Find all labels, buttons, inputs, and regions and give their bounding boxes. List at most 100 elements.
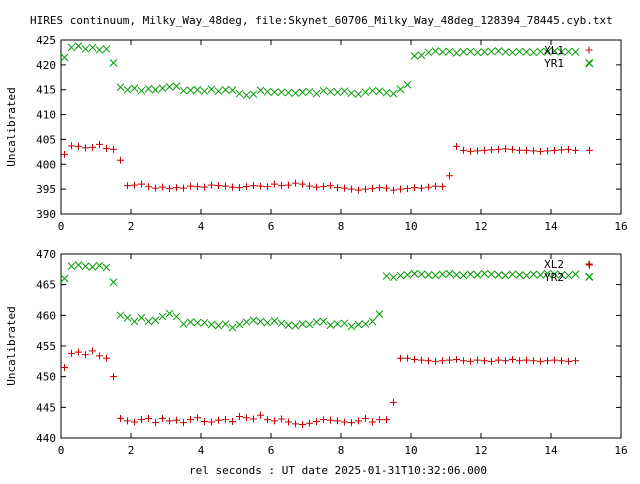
data-point — [572, 357, 579, 365]
data-point — [564, 47, 573, 56]
data-point — [375, 310, 384, 318]
data-point — [278, 182, 285, 190]
data-point — [201, 417, 208, 425]
data-point — [137, 313, 146, 322]
data-point — [166, 417, 173, 425]
data-point — [242, 318, 251, 326]
data-point — [494, 270, 503, 279]
data-point — [341, 184, 348, 192]
data-point — [305, 320, 314, 329]
data-point — [95, 261, 104, 270]
data-point — [194, 183, 201, 191]
data-point — [459, 48, 468, 56]
data-point — [292, 420, 299, 428]
data-point — [432, 357, 439, 365]
y-tick-label: 460 — [36, 309, 56, 322]
data-point — [257, 182, 264, 190]
data-point — [172, 312, 181, 321]
data-point — [508, 270, 517, 279]
y-tick-label: 465 — [36, 279, 56, 292]
data-point — [530, 147, 537, 155]
data-point — [235, 320, 244, 329]
data-point — [263, 318, 272, 327]
data-point — [543, 269, 552, 278]
data-point — [201, 183, 208, 191]
series-xl2 — [61, 261, 593, 429]
data-point — [130, 84, 139, 93]
data-point — [123, 313, 132, 322]
y-tick-label: 470 — [36, 248, 56, 261]
data-point — [60, 53, 69, 62]
legend-marker — [585, 59, 593, 67]
data-point — [124, 182, 131, 190]
y-tick-label: 415 — [36, 84, 56, 97]
x-tick-label: 4 — [198, 444, 205, 457]
data-point — [109, 278, 118, 287]
data-point — [425, 357, 432, 365]
data-point — [187, 182, 194, 190]
data-point — [110, 145, 117, 153]
data-point — [495, 145, 502, 153]
x-tick-label: 10 — [404, 444, 417, 457]
data-point — [354, 90, 363, 99]
data-point — [165, 309, 174, 318]
data-point — [96, 140, 103, 148]
data-point — [326, 321, 335, 330]
data-point — [565, 145, 572, 153]
data-point — [194, 414, 201, 422]
data-point — [313, 183, 320, 191]
data-point — [411, 355, 418, 363]
data-point — [243, 414, 250, 422]
data-point — [179, 320, 188, 328]
data-point — [193, 318, 202, 327]
data-point — [348, 185, 355, 193]
data-point — [424, 270, 433, 279]
data-point — [445, 47, 454, 56]
data-point — [228, 86, 237, 95]
data-point — [334, 184, 341, 192]
data-point — [410, 52, 419, 60]
data-point — [250, 182, 257, 190]
data-point — [333, 320, 342, 328]
x-tick-label: 4 — [198, 220, 205, 233]
data-point — [298, 88, 307, 97]
x-tick-label: 12 — [474, 220, 487, 233]
data-point — [390, 398, 397, 406]
x-tick-label: 14 — [544, 220, 558, 233]
x-tick-label: 0 — [58, 444, 65, 457]
data-point — [537, 357, 544, 365]
data-point — [215, 416, 222, 424]
data-point — [543, 48, 552, 56]
data-point — [326, 87, 335, 96]
data-point — [341, 418, 348, 426]
data-point — [473, 48, 482, 57]
data-point — [306, 182, 313, 190]
data-point — [537, 147, 544, 155]
data-point — [502, 145, 509, 153]
data-point — [88, 263, 97, 271]
data-point — [299, 180, 306, 188]
data-point — [403, 80, 412, 89]
y-tick-label: 395 — [36, 183, 56, 196]
data-point — [208, 418, 215, 426]
x-tick-label: 12 — [474, 444, 487, 457]
data-point — [368, 86, 377, 95]
data-point — [446, 172, 453, 180]
legend-marker — [585, 260, 593, 268]
data-point — [355, 417, 362, 425]
y-tick-label: 390 — [36, 208, 56, 221]
data-point — [228, 323, 237, 332]
data-point — [257, 411, 264, 419]
data-point — [348, 419, 355, 427]
data-point — [467, 147, 474, 155]
data-point — [515, 270, 524, 279]
data-point — [320, 416, 327, 424]
data-point — [446, 356, 453, 364]
legend-label: XL1 — [544, 44, 564, 57]
data-point — [285, 181, 292, 189]
data-point — [159, 414, 166, 422]
data-point — [145, 414, 152, 422]
data-point — [221, 85, 230, 94]
data-point — [208, 181, 215, 189]
